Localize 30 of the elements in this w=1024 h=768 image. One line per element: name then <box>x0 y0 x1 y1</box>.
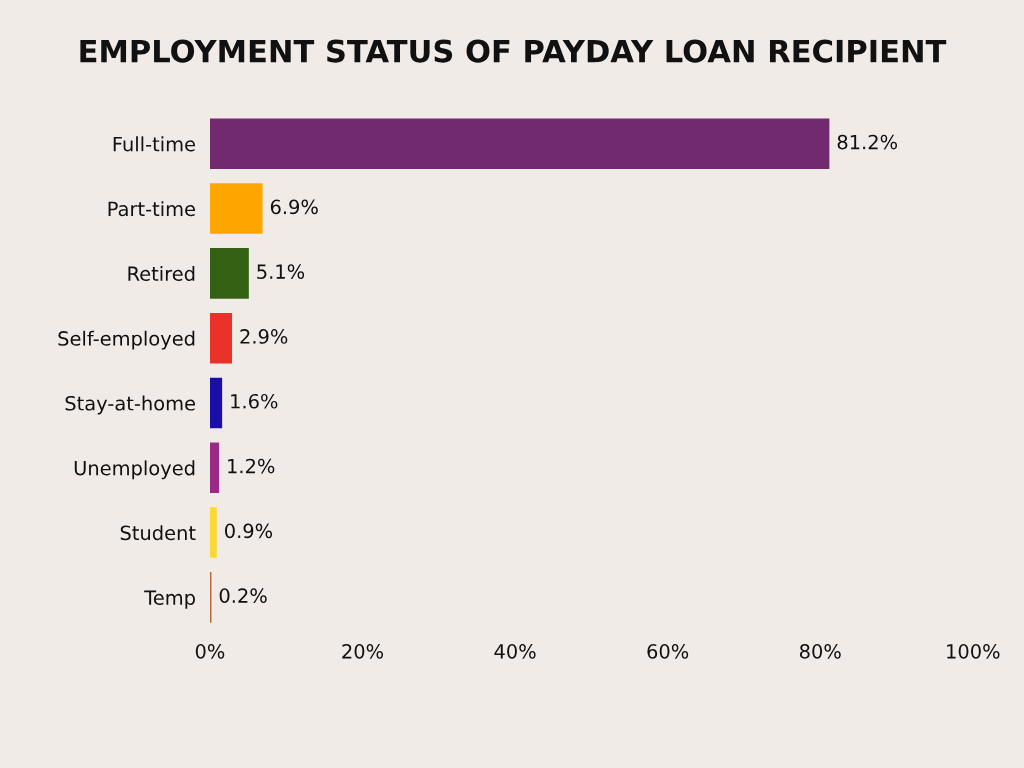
bar <box>209 442 220 494</box>
x-tick-label: 100% <box>947 643 1000 659</box>
y-tick-label: Self-employed <box>58 330 195 350</box>
y-tick-label: Part-time <box>108 201 195 217</box>
bar <box>209 183 263 234</box>
y-tick-label: Retired <box>128 265 195 282</box>
bar <box>209 312 233 364</box>
y-tick-label: Stay-at-home <box>65 395 195 415</box>
data-label: 6.9% <box>270 199 318 215</box>
x-tick-label: 60% <box>647 643 689 659</box>
data-label: 2.9% <box>240 329 288 344</box>
x-tick-label: 20% <box>342 643 384 659</box>
data-label: 1.6% <box>231 393 278 409</box>
bar <box>209 507 217 558</box>
data-label: 0.9% <box>225 523 273 539</box>
y-tick-label: Temp <box>144 590 195 609</box>
y-tick-label: Student <box>120 525 196 541</box>
bar <box>209 377 223 429</box>
bar <box>209 248 249 299</box>
y-tick-label: Unemployed <box>74 460 195 480</box>
chart-title: EMPLOYMENT STATUS OF PAYDAY LOAN RECIPIENT <box>80 39 947 63</box>
x-tick-label: 80% <box>799 643 841 659</box>
data-label: 5.1% <box>257 264 305 279</box>
bar <box>209 118 830 170</box>
y-tick-label: Full-time <box>113 136 195 152</box>
x-tick-label: 0% <box>195 643 225 659</box>
data-label: 1.2% <box>228 458 275 474</box>
data-label: 0.2% <box>219 588 267 603</box>
data-label: 81.2% <box>837 134 898 150</box>
x-tick-label: 40% <box>494 643 536 659</box>
